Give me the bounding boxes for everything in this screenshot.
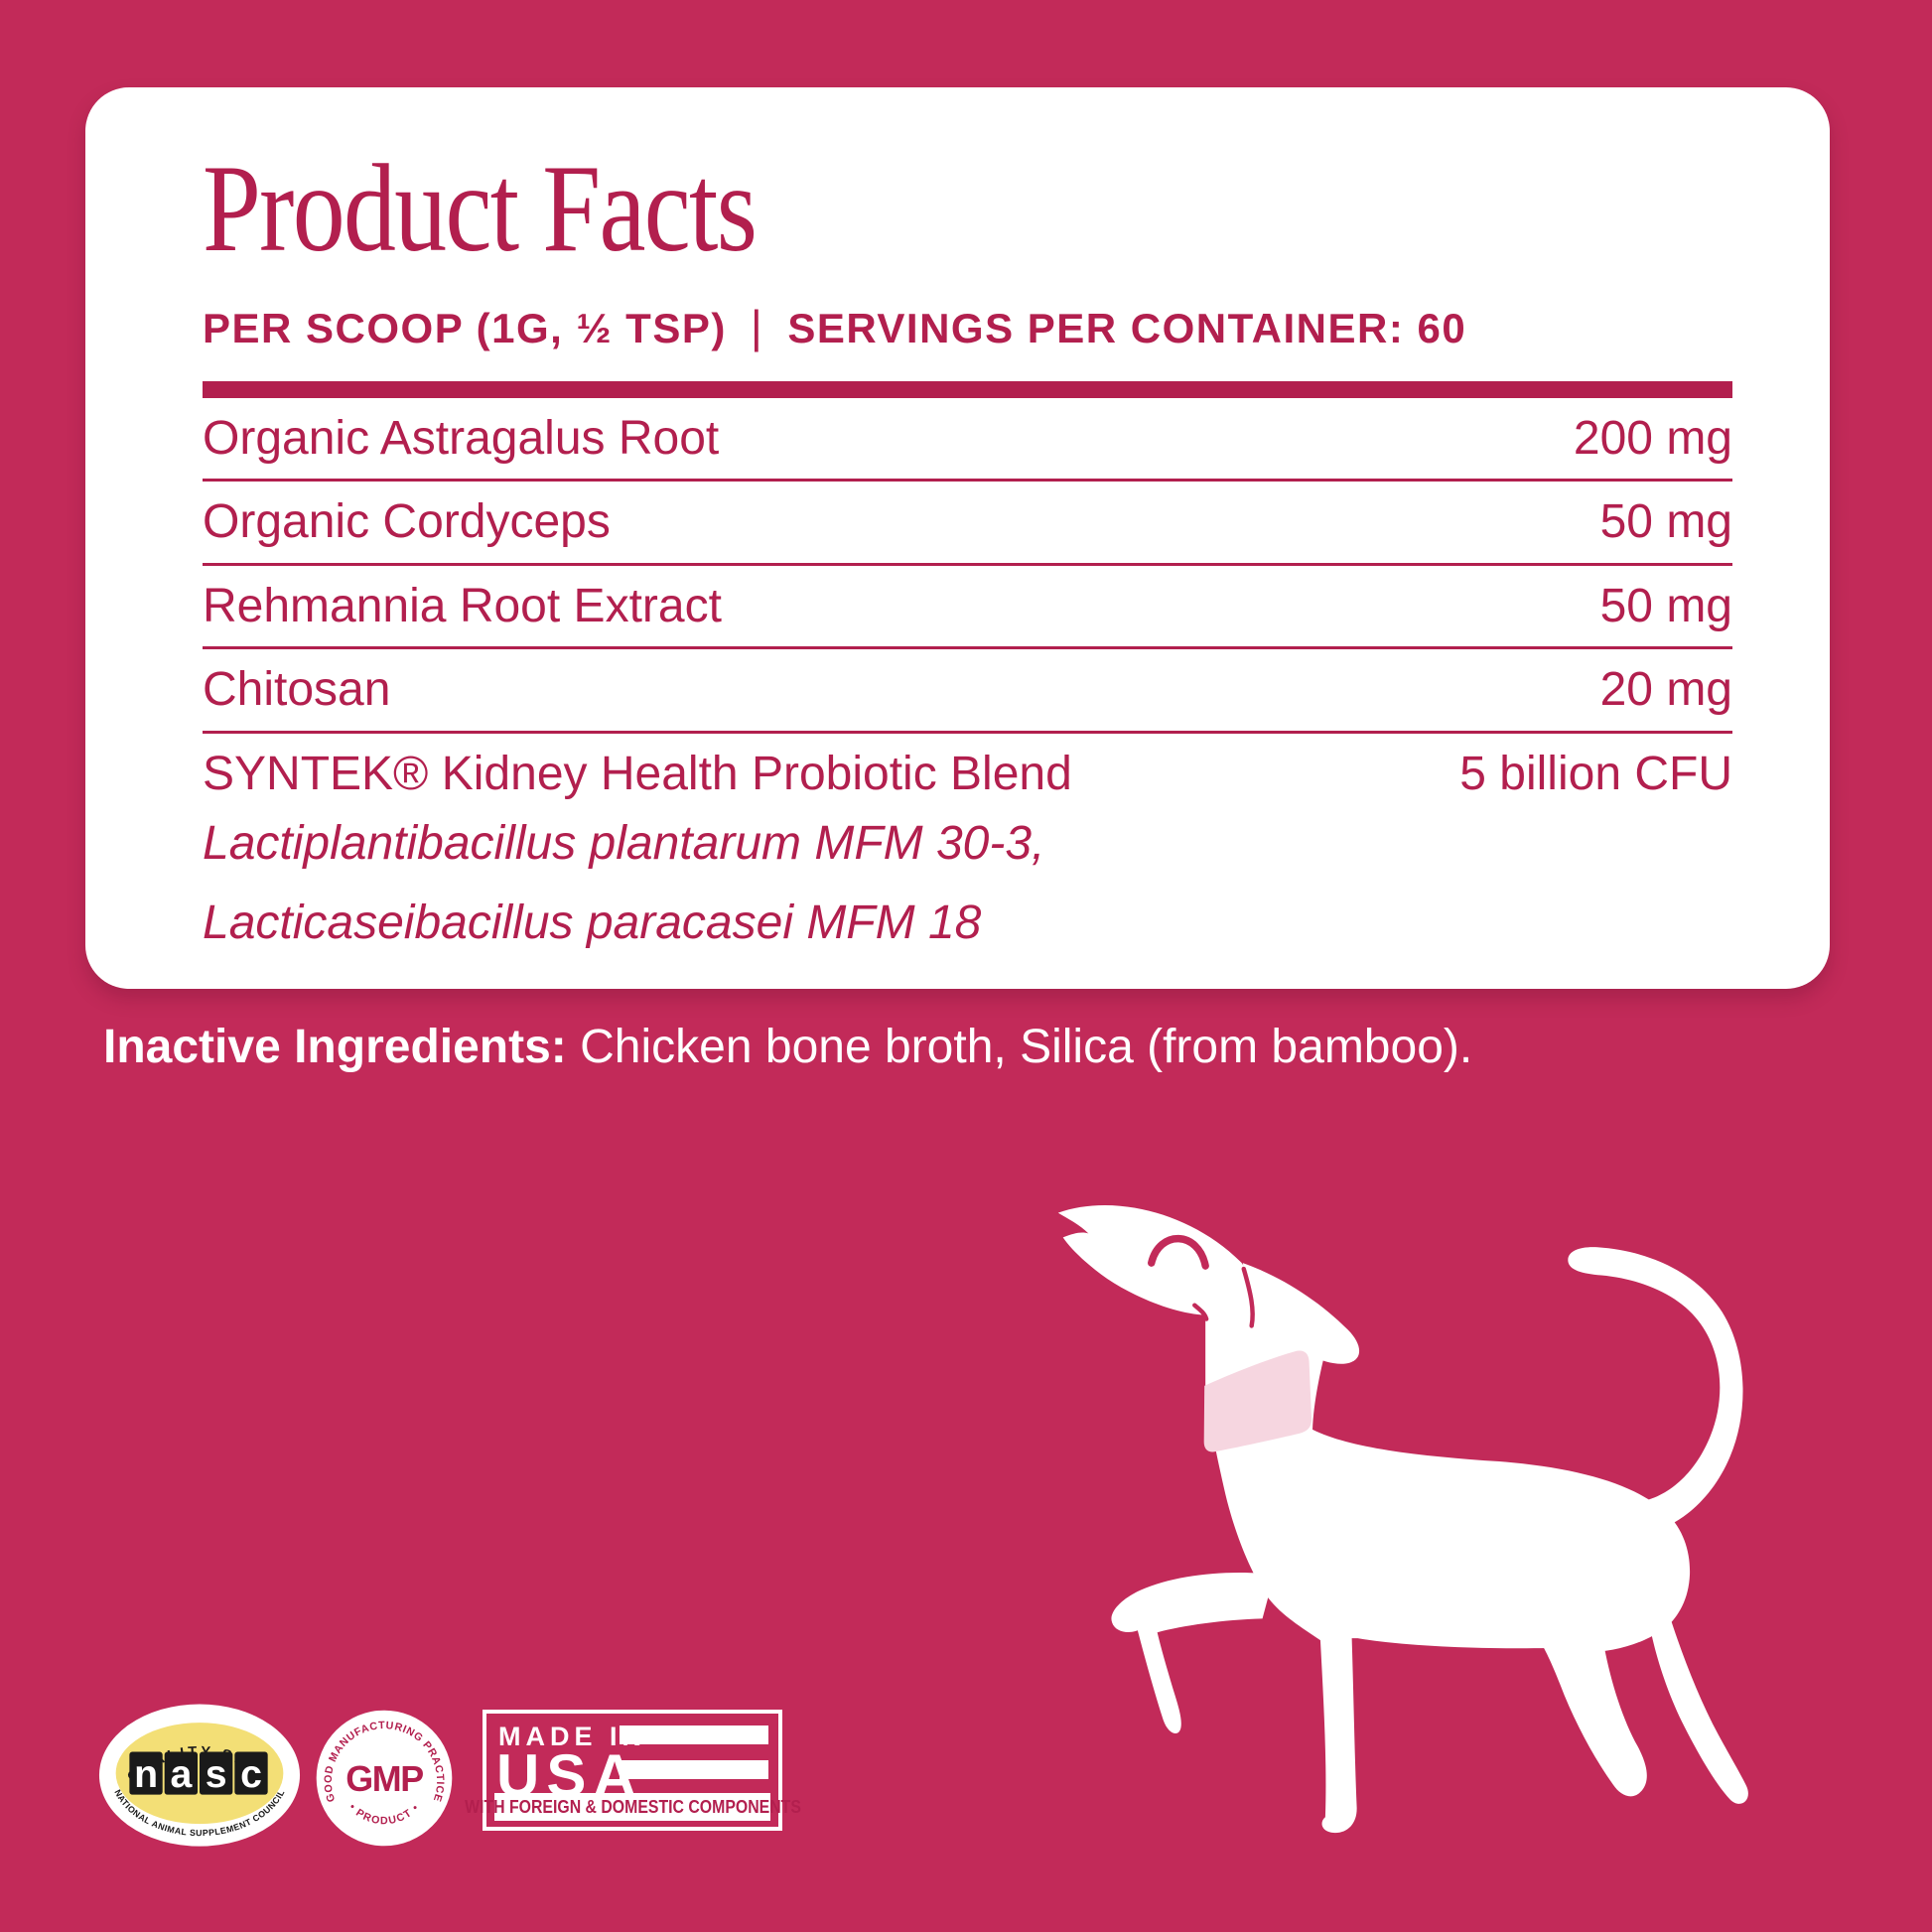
panel-title: Product Facts: [203, 140, 758, 278]
inactive-ingredients-value: Chicken bone broth, Silica (from bamboo)…: [566, 1021, 1473, 1073]
ingredient-amount: 5 billion CFU: [1459, 747, 1732, 800]
flag-stripe: [620, 1760, 768, 1779]
dog-tail: [1568, 1247, 1743, 1534]
made-in-text: MADE IN: [498, 1722, 646, 1751]
ingredient-name: Organic Cordyceps: [203, 495, 611, 549]
ingredient-name: Organic Astragalus Root: [203, 412, 720, 465]
probiotic-strain: Lactiplantibacillus plantarum MFM 30-3,: [203, 816, 1045, 870]
table-header-rule: [203, 381, 1732, 398]
nasc-letter: n: [134, 1752, 158, 1796]
probiotic-strain: Lacticaseibacillus paracasei MFM 18: [203, 896, 982, 949]
ingredient-row-probiotic-blend: SYNTEK® Kidney Health Probiotic Blend 5 …: [203, 734, 1732, 799]
ingredient-row: Organic Astragalus Root 200 mg: [203, 398, 1732, 483]
serving-info: PER SCOOP (1G, ½ TSP) | SERVINGS PER CON…: [203, 301, 1732, 355]
nasc-letter: a: [170, 1752, 193, 1796]
flag-stripe: [620, 1725, 768, 1744]
gmp-seal: GOOD MANUFACTURING PRACTICE • PRODUCT • …: [316, 1710, 453, 1847]
dog-body: [1057, 1205, 1691, 1834]
servings-per-container-text: SERVINGS PER CONTAINER: 60: [787, 305, 1467, 351]
ingredient-name: SYNTEK® Kidney Health Probiotic Blend: [203, 747, 1072, 800]
nasc-letter: s: [206, 1752, 227, 1796]
dog-collar: [1203, 1350, 1312, 1452]
nasc-quality-seal: QUALITY SEAL n a s c NATIONAL ANIMAL SUP…: [98, 1704, 301, 1847]
ingredient-amount: 20 mg: [1599, 663, 1732, 717]
gmp-center-text: GMP: [345, 1759, 423, 1799]
nasc-letter: c: [240, 1752, 262, 1796]
dog-far-hind-leg: [1649, 1614, 1748, 1804]
dog-near-hind-leg: [1539, 1640, 1647, 1797]
dog-eye-icon: [1148, 1235, 1209, 1270]
product-facts-panel: Product Facts PER SCOOP (1G, ½ TSP) | SE…: [85, 87, 1830, 989]
ingredient-row: Chitosan 20 mg: [203, 649, 1732, 734]
ingredient-amount: 200 mg: [1573, 412, 1732, 465]
dog-illustration: [1057, 1205, 1748, 1834]
ingredient-name: Chitosan: [203, 663, 391, 717]
dog-raised-front-leg: [1111, 1572, 1275, 1733]
ingredient-amount: 50 mg: [1599, 495, 1732, 549]
inactive-ingredients-label: Inactive Ingredients:: [103, 1021, 567, 1073]
usa-footnote-text: WITH FOREIGN & DOMESTIC COMPONENTS: [464, 1796, 801, 1817]
usa-footnote-strip: WITH FOREIGN & DOMESTIC COMPONENTS: [465, 1793, 800, 1821]
dog-ear: [1242, 1263, 1360, 1364]
ingredient-row: Organic Cordyceps 50 mg: [203, 482, 1732, 566]
inactive-ingredients: Inactive Ingredients: Chicken bone broth…: [103, 1019, 1791, 1076]
ingredient-name: Rehmannia Root Extract: [203, 579, 722, 632]
nasc-letter-boxes: n a s c: [129, 1751, 268, 1796]
separator: |: [750, 301, 764, 352]
dog-ear-crease: [1241, 1266, 1255, 1328]
ingredient-row: Rehmannia Root Extract 50 mg: [203, 566, 1732, 650]
made-in-usa-badge: MADE IN USA WITH FOREIGN & DOMESTIC COMP…: [465, 1710, 800, 1831]
ingredient-amount: 50 mg: [1599, 579, 1732, 632]
per-scoop-text: PER SCOOP (1G, ½ TSP): [203, 305, 727, 351]
dog-chin-line: [1192, 1303, 1209, 1321]
